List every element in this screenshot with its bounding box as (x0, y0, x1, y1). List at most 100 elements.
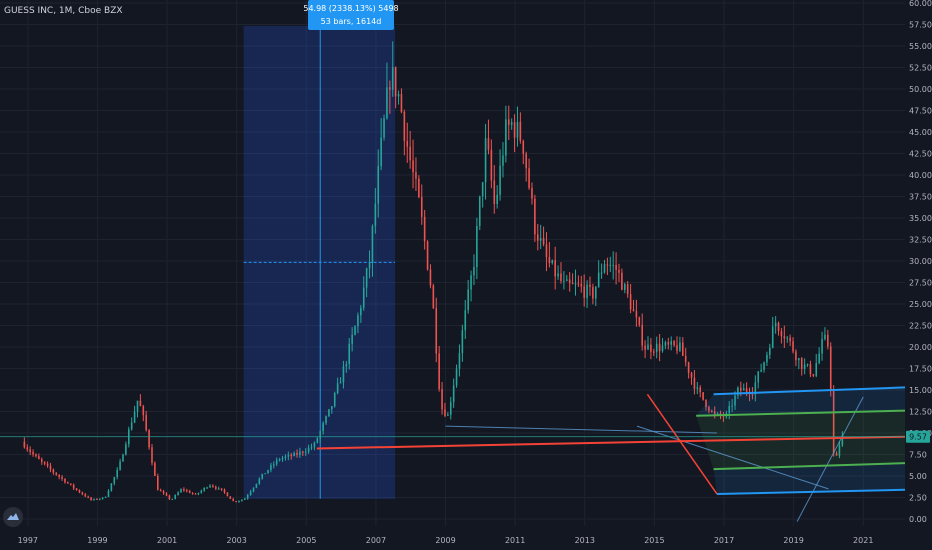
candle-body (716, 413, 719, 415)
candle-body (235, 501, 237, 503)
price-tick-label: 37.50 (909, 193, 932, 202)
time-tick-label: 2015 (644, 536, 664, 545)
price-tick-label: 2.50 (909, 494, 927, 503)
candle-body (67, 482, 69, 484)
candle-body (507, 119, 510, 125)
candle-body (638, 317, 641, 325)
price-tick-label: 35.00 (909, 214, 932, 223)
time-tick-label: 2019 (783, 536, 803, 545)
time-tick-label: 2003 (227, 536, 247, 545)
candle-body (365, 268, 368, 288)
candle-body (603, 264, 606, 273)
candle-body (597, 272, 600, 287)
channel-fill-mid (696, 410, 905, 470)
candle-body (246, 495, 249, 499)
candle-body (217, 488, 220, 490)
price-axis[interactable]: 0.002.505.007.5010.0012.5015.0017.5020.0… (905, 0, 932, 526)
time-axis[interactable]: 1997 1999 2001 2003 2005 2007 2009 2011 2013 2015… (0, 526, 932, 550)
candle-body (519, 121, 522, 141)
candle-body (600, 272, 603, 274)
candle-body (223, 489, 226, 493)
candle-body (203, 487, 206, 491)
measure-label[interactable]: 54.98 (2338.13%) 5498 53 bars, 1614d (303, 0, 399, 30)
candle-body (635, 311, 638, 318)
candle-body (693, 377, 696, 389)
candle-body (197, 492, 200, 495)
price-tick-label: 22.50 (909, 322, 932, 331)
candle-body (838, 445, 841, 456)
candle-body (415, 172, 417, 179)
candle-body (389, 87, 391, 90)
candle-body (734, 395, 736, 406)
candle-body (560, 273, 562, 282)
candle-body (702, 392, 704, 400)
candle-body (162, 491, 165, 494)
candle-body (708, 407, 710, 412)
candle-body (354, 326, 356, 335)
candle-body (81, 492, 84, 495)
candle-body (229, 496, 232, 499)
time-tick-label: 2005 (296, 536, 316, 545)
candle-body (61, 476, 63, 479)
candle-body (78, 490, 81, 493)
price-tick-label: 12.50 (909, 408, 932, 417)
time-tick-label: 1999 (87, 536, 107, 545)
candle-body (165, 493, 168, 496)
candle-body (232, 498, 235, 502)
candle-body (682, 342, 684, 356)
candle-body (313, 442, 316, 448)
candle-body (516, 121, 519, 138)
candle-body (403, 111, 406, 142)
candle-body (273, 464, 275, 466)
candle-body (563, 280, 565, 282)
candle-body (241, 499, 243, 501)
tradingview-logo[interactable] (3, 507, 23, 527)
candle-body (130, 422, 133, 430)
candle-body (23, 441, 26, 448)
channel-fill-top (696, 387, 905, 416)
candle-body (368, 262, 371, 269)
candle-body (624, 284, 626, 290)
candle-body (539, 238, 542, 241)
candle-body (244, 498, 246, 500)
candle-body (667, 342, 670, 345)
candle-body (29, 449, 31, 453)
channel-diagonal (646, 393, 718, 495)
candle-body (426, 241, 429, 270)
annotation-layer[interactable] (0, 386, 906, 522)
time-tick-label: 2013 (575, 536, 595, 545)
candle-body (316, 438, 319, 443)
candle-body (452, 385, 455, 403)
candle-body (371, 226, 374, 263)
time-tick-label: 2011 (505, 536, 525, 545)
candle-body (800, 358, 803, 370)
candle-body (441, 389, 443, 410)
time-tick-label: 2021 (853, 536, 873, 545)
candle-body (742, 388, 745, 391)
candle-body (832, 390, 835, 454)
candle-body (90, 497, 92, 501)
candle-body (351, 334, 353, 344)
candle-body (798, 358, 800, 361)
channel-bottom (717, 488, 906, 496)
price-tick-label: 45.00 (909, 128, 932, 137)
candle-body (397, 94, 400, 97)
last-price-background (906, 430, 930, 443)
candle-body (542, 238, 545, 245)
last-price-label: 9.57 (906, 430, 930, 443)
channel-top (713, 386, 906, 396)
symbol-title: GUESS INC, 1M, Cboe BZX (4, 6, 123, 16)
channel-mid (316, 435, 906, 450)
candle-body (696, 387, 699, 389)
candle-body (757, 371, 760, 383)
candle-body (302, 451, 304, 453)
channel-fill-bottom (713, 463, 905, 495)
candle-body (626, 284, 629, 295)
candle-body (653, 351, 655, 353)
candle-body (154, 463, 156, 476)
candle-body (612, 264, 614, 266)
candle-body (458, 353, 461, 369)
candle-body (357, 315, 359, 327)
time-tick-label: 2017 (714, 536, 734, 545)
